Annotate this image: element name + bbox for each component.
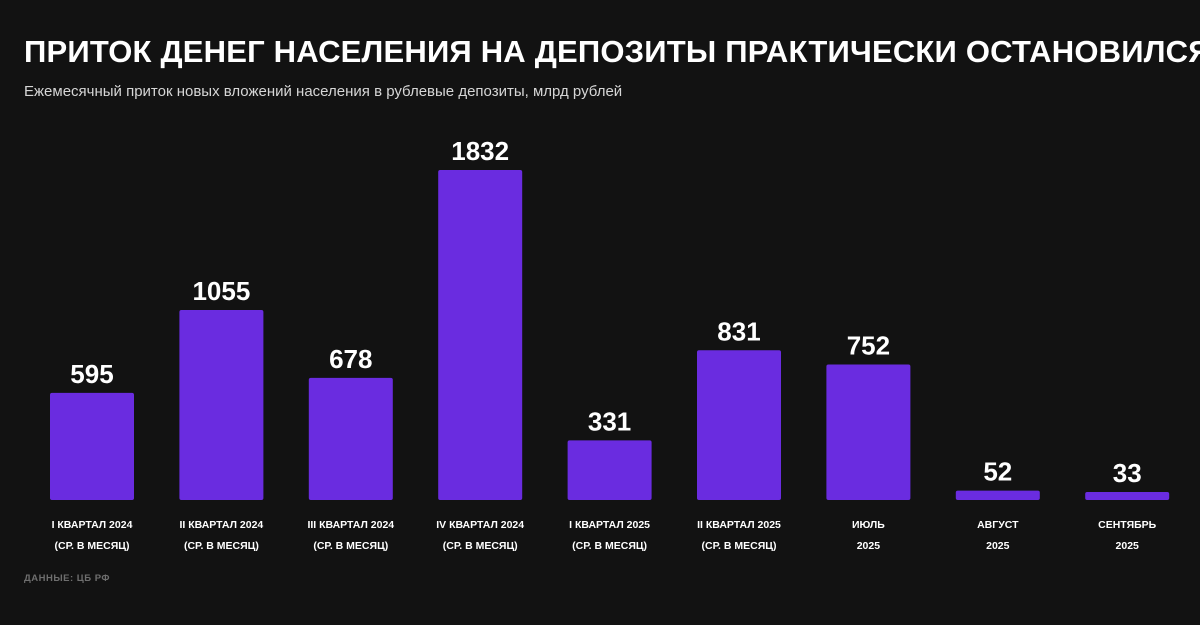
bar-3 bbox=[308, 377, 393, 500]
value-label-5: 331 bbox=[588, 406, 631, 436]
category-label-1-line-1: I КВАРТАЛ 2024 bbox=[52, 519, 133, 531]
chart-subtitle: Ежемесячный приток новых вложений населе… bbox=[24, 83, 623, 100]
category-label-8-line-2: 2025 bbox=[986, 540, 1010, 552]
category-label-8-line-1: АВГУСТ bbox=[977, 519, 1019, 531]
bar-2 bbox=[179, 309, 264, 500]
category-label-5-line-1: I КВАРТАЛ 2025 bbox=[569, 519, 650, 531]
bar-1 bbox=[50, 392, 134, 500]
category-label-9-line-2: 2025 bbox=[1116, 540, 1140, 552]
category-label-2-line-1: II КВАРТАЛ 2024 bbox=[180, 519, 264, 531]
value-label-7: 752 bbox=[847, 331, 890, 361]
value-label-3: 678 bbox=[329, 344, 372, 374]
bar-9 bbox=[1085, 492, 1170, 500]
category-label-5-line-2: (СР. В МЕСЯЦ) bbox=[572, 540, 647, 552]
value-label-1: 595 bbox=[70, 359, 113, 389]
category-label-7-line-1: ИЮЛЬ bbox=[852, 519, 885, 531]
value-label-6: 831 bbox=[717, 316, 760, 346]
category-label-2-line-2: (СР. В МЕСЯЦ) bbox=[184, 540, 259, 552]
value-label-8: 52 bbox=[983, 457, 1012, 487]
bar-7 bbox=[826, 364, 911, 500]
bar-5 bbox=[567, 440, 652, 500]
source-note: ДАННЫЕ: ЦБ РФ bbox=[24, 573, 111, 584]
category-label-4-line-1: IV КВАРТАЛ 2024 bbox=[436, 519, 524, 531]
chart-title: ПРИТОК ДЕНЕГ НАСЕЛЕНИЯ НА ДЕПОЗИТЫ ПРАКТ… bbox=[24, 34, 1200, 69]
category-label-7-line-2: 2025 bbox=[857, 540, 881, 552]
category-label-6-line-1: II КВАРТАЛ 2025 bbox=[697, 519, 781, 531]
category-label-3-line-2: (СР. В МЕСЯЦ) bbox=[313, 540, 388, 552]
category-label-6-line-2: (СР. В МЕСЯЦ) bbox=[702, 540, 777, 552]
category-label-1-line-2: (СР. В МЕСЯЦ) bbox=[55, 540, 130, 552]
category-label-4-line-2: (СР. В МЕСЯЦ) bbox=[443, 540, 518, 552]
value-label-9: 33 bbox=[1113, 458, 1142, 488]
value-label-4: 1832 bbox=[451, 136, 509, 166]
category-label-9-line-1: СЕНТЯБРЬ bbox=[1098, 519, 1157, 531]
value-label-2: 1055 bbox=[192, 276, 250, 306]
bar-4 bbox=[438, 170, 523, 500]
bar-6 bbox=[697, 350, 781, 500]
bar-8 bbox=[955, 490, 1040, 500]
category-label-3-line-1: III КВАРТАЛ 2024 bbox=[307, 519, 394, 531]
